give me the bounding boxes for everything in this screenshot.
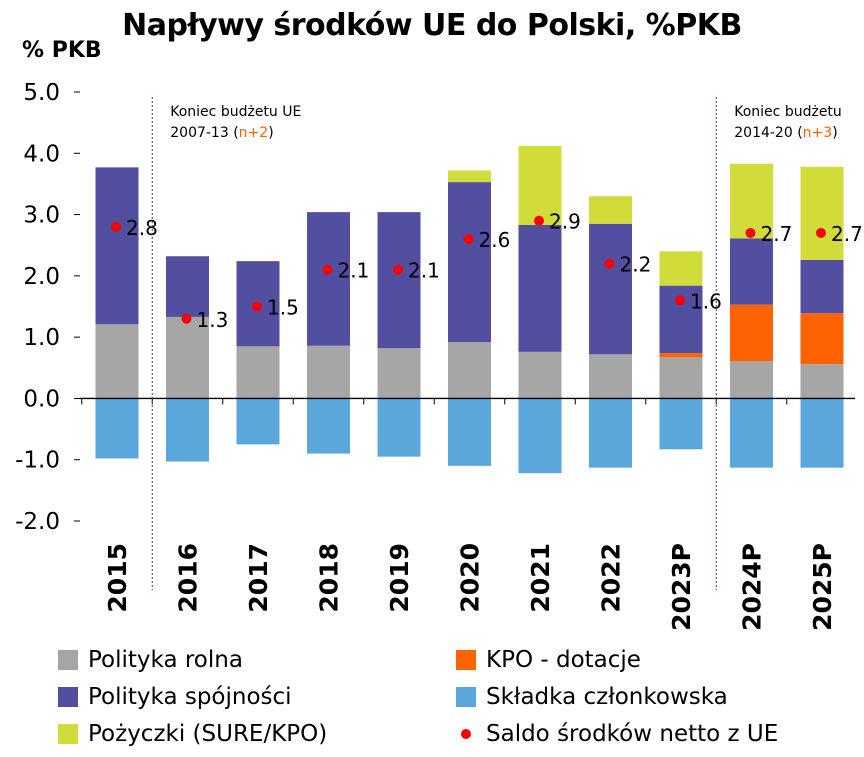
bar-segment [730, 398, 773, 468]
y-axis-unit-label: % PKB [22, 38, 102, 63]
x-category-label: 2024P [738, 543, 767, 631]
x-category-label: 2025P [808, 543, 837, 631]
bar-segment [589, 398, 632, 468]
chart-title: Napływy środków UE do Polski, %PKB [122, 8, 742, 43]
net-balance-dot [604, 258, 615, 269]
net-balance-dot [745, 227, 756, 238]
bar-segment [307, 212, 350, 346]
net-balance-label: 2.8 [126, 216, 158, 240]
bar-segment [730, 163, 773, 239]
bar-segment [589, 223, 632, 355]
net-balance-label: 2.7 [761, 222, 793, 246]
net-balance-dot [322, 264, 333, 275]
y-tick-label: 1.0 [23, 325, 60, 351]
bar-segment [659, 357, 703, 399]
bar-segment [659, 398, 703, 450]
bar-segment [377, 212, 421, 349]
bar-segment [800, 364, 844, 399]
bar-segment [518, 224, 562, 352]
x-category-label: 2019 [385, 543, 414, 613]
bar-segment [659, 251, 703, 286]
x-category-label: 2022 [597, 543, 626, 613]
bar-segment [307, 345, 350, 399]
y-tick-label: 3.0 [23, 203, 60, 229]
y-tick-label: 0.0 [23, 386, 60, 412]
net-balance-label: 1.5 [267, 296, 299, 320]
bar-segment [800, 398, 844, 468]
net-balance-label: 2.6 [479, 228, 511, 252]
net-balance-label: 2.2 [620, 253, 652, 277]
x-category-label: 2023P [667, 543, 696, 631]
x-category-label: 2021 [526, 543, 555, 613]
bar-segment [448, 170, 491, 183]
budget-annotation-line1: Koniec budżetu [734, 104, 842, 120]
net-balance-label: 2.7 [831, 222, 863, 246]
bar-segment [95, 398, 139, 459]
bar-segment [236, 346, 280, 399]
net-balance-dot [111, 221, 121, 232]
y-tick-label: 2.0 [23, 264, 60, 290]
bar-segment [166, 316, 209, 399]
bar-segment [800, 166, 844, 260]
net-balance-label: 2.1 [408, 259, 440, 283]
net-balance-label: 2.9 [549, 210, 581, 234]
bar-segment [730, 304, 773, 362]
bar-segment [448, 182, 491, 343]
budget-annotation-line2: 2014-20 (n+3) [734, 125, 837, 141]
net-balance-dot [675, 295, 685, 306]
bar-segment [800, 313, 844, 365]
x-category-label: 2016 [174, 543, 203, 613]
x-category-label: 2020 [456, 543, 485, 613]
net-balance-label: 1.6 [690, 289, 722, 313]
bar-segment [589, 196, 632, 224]
bar-segment [659, 353, 703, 358]
bar-segment [95, 167, 139, 325]
bar-segment [448, 342, 491, 399]
bar-segment [589, 354, 632, 399]
net-balance-dot [463, 234, 474, 245]
y-tick-label: 4.0 [23, 141, 60, 167]
bar-segment [518, 398, 562, 474]
bar-segment [307, 398, 350, 454]
net-balance-dot [816, 227, 826, 238]
bar-segment [95, 324, 139, 399]
net-balance-dot [393, 264, 403, 275]
bar-segment [377, 398, 421, 457]
bar-segment [518, 145, 562, 225]
net-balance-dot [252, 301, 262, 312]
bar-segment [730, 361, 773, 399]
x-category-label: 2018 [315, 543, 344, 613]
budget-annotation-line2: 2007-13 (n+2) [170, 125, 273, 141]
y-tick-label: 5.0 [23, 80, 60, 106]
budget-annotation-line1: Koniec budżetu UE [170, 104, 301, 120]
bar-segment [730, 238, 773, 305]
x-category-label: 2015 [103, 543, 132, 613]
bar-segment [448, 398, 491, 466]
bar-segment [236, 398, 280, 445]
net-balance-dot [181, 313, 192, 324]
bar-segment [166, 256, 209, 317]
bar-segment [800, 259, 844, 314]
bar-segment [377, 348, 421, 399]
bar-segment [166, 398, 209, 462]
net-balance-dot [534, 215, 544, 226]
net-balance-label: 1.3 [197, 308, 229, 332]
bar-segment [518, 351, 562, 399]
net-balance-label: 2.1 [338, 259, 370, 283]
y-tick-label: -1.0 [15, 448, 60, 474]
y-tick-label: -2.0 [15, 509, 60, 535]
x-category-label: 2017 [244, 543, 273, 613]
